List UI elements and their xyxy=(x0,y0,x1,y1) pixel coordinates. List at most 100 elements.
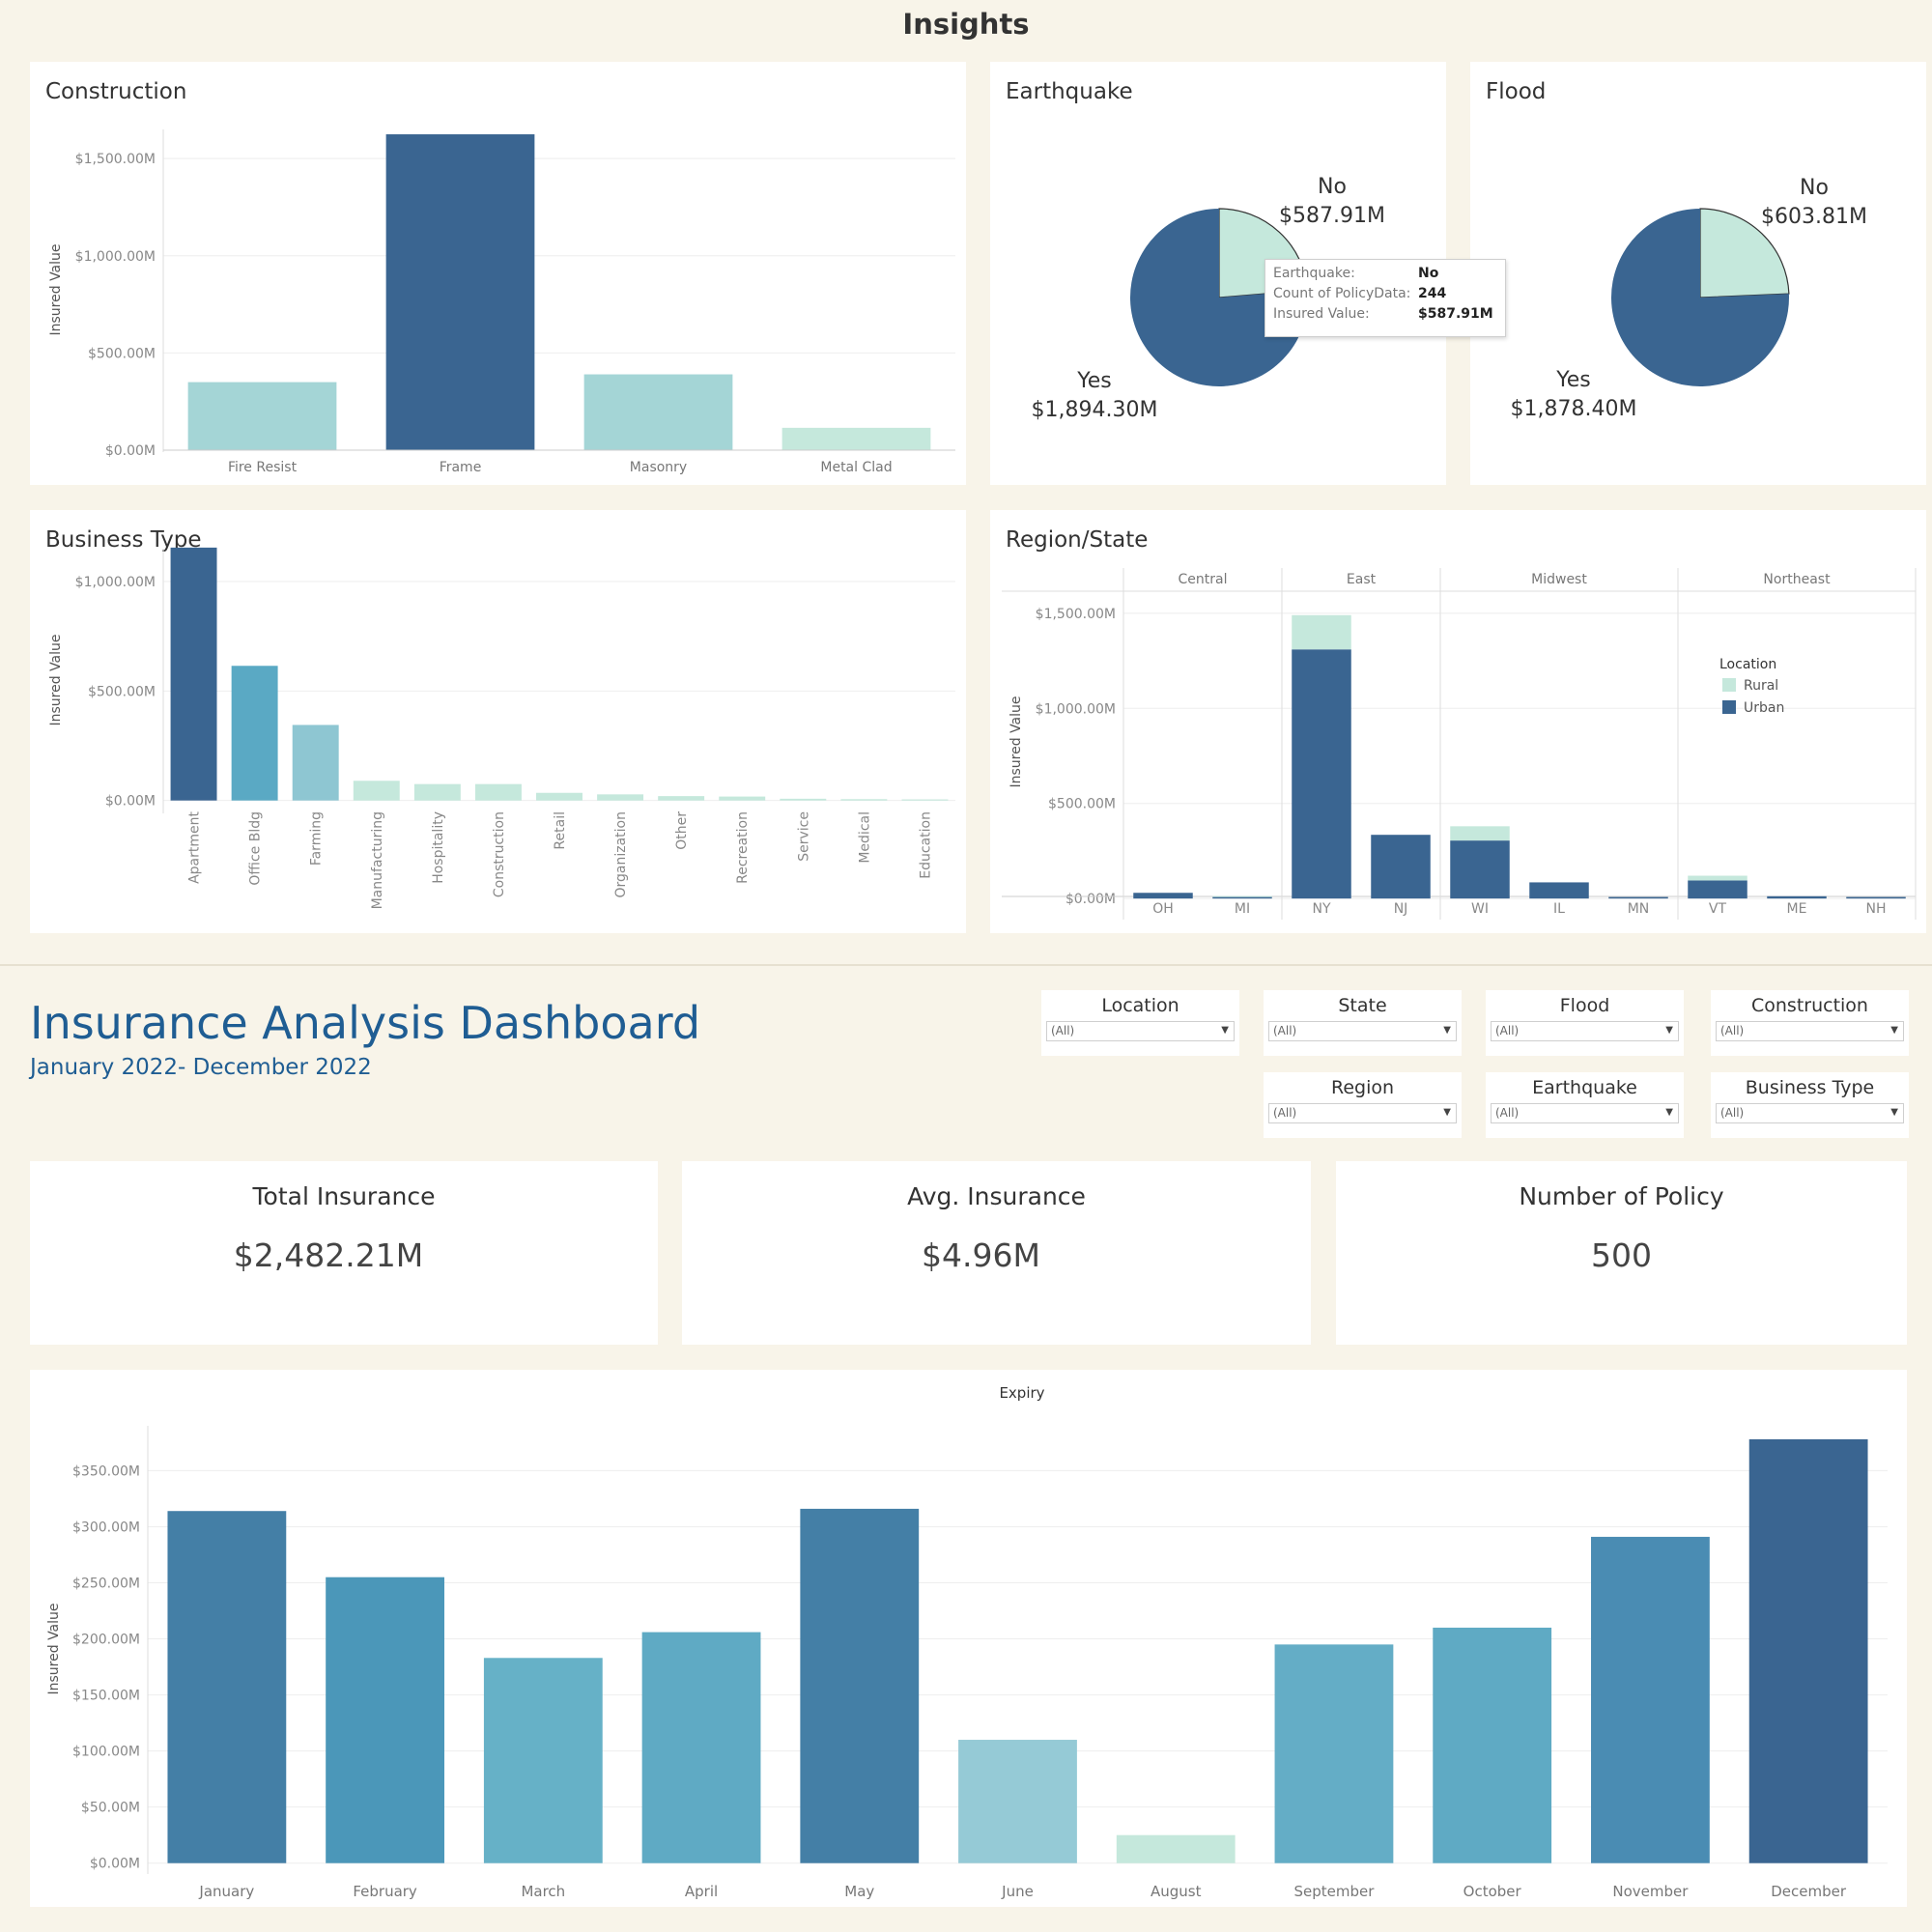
region-header: Northeast xyxy=(1763,572,1831,587)
x-tick-label: WI xyxy=(1471,901,1489,917)
y-tick-label: $1,500.00M xyxy=(75,152,156,167)
dropdown-value: (All) xyxy=(1720,1106,1745,1120)
filter-label: State xyxy=(1338,995,1387,1016)
tooltip-key: Earthquake: xyxy=(1273,266,1355,281)
bar xyxy=(1748,1438,1868,1863)
slice-value-label: $1,894.30M xyxy=(1032,398,1158,422)
slice-label: No xyxy=(1800,176,1829,200)
bar xyxy=(167,1511,287,1863)
region-state-panel: Region/State $0.00M $500.00M $1,000.00M $1,… xyxy=(990,510,1926,933)
bar xyxy=(800,1508,920,1863)
legend-label: Rural xyxy=(1744,678,1778,694)
bar xyxy=(958,1740,1077,1863)
x-tick-label: Organization xyxy=(613,811,629,898)
x-tick-label: November xyxy=(1612,1883,1689,1900)
y-axis-title: Insured Value xyxy=(1009,696,1024,787)
legend-swatch xyxy=(1722,700,1736,714)
legend-swatch xyxy=(1722,678,1736,692)
bar xyxy=(385,134,535,450)
y-tick-label: $50.00M xyxy=(81,1801,140,1816)
x-tick-label: MN xyxy=(1628,901,1650,917)
expiry-panel: Expiry $0.00M $50.00M $100.00M $150.00M $200.… xyxy=(30,1370,1907,1907)
bar xyxy=(1116,1834,1236,1863)
y-tick-label: $350.00M xyxy=(72,1463,140,1479)
y-tick-label: $500.00M xyxy=(1048,797,1116,812)
bar xyxy=(170,547,217,801)
construction-title: Construction xyxy=(45,79,187,104)
slice-label: Yes xyxy=(1555,368,1591,392)
bar-segment xyxy=(1688,875,1747,881)
kpi-label: Avg. Insurance xyxy=(907,1182,1086,1210)
tooltip-row: Earthquake: No xyxy=(1273,266,1497,286)
bar xyxy=(231,666,278,801)
earthquake-title: Earthquake xyxy=(1006,79,1133,104)
filter-region: Region (All) ▼ xyxy=(1264,1072,1462,1138)
tooltip-value: No xyxy=(1418,266,1439,281)
bar xyxy=(1274,1644,1394,1863)
region-header: East xyxy=(1347,572,1377,587)
y-tick-label: $1,500.00M xyxy=(1036,607,1116,622)
x-tick-label: Construction xyxy=(492,811,507,897)
dashboard-subtitle: January 2022- December 2022 xyxy=(30,1055,372,1080)
kpi-value: 500 xyxy=(1591,1236,1652,1274)
y-tick-label: $0.00M xyxy=(1065,892,1116,907)
bar-segment xyxy=(1608,896,1668,899)
bar xyxy=(483,1658,603,1863)
bar xyxy=(583,374,733,450)
y-axis-title: Insured Value xyxy=(46,1603,62,1694)
bar-segment xyxy=(1371,835,1431,899)
y-tick-label: $500.00M xyxy=(88,684,156,699)
expiry-chart: Expiry $0.00M $50.00M $100.00M $150.00M $200.… xyxy=(46,1384,1888,1900)
bar xyxy=(292,724,339,801)
bar-segment xyxy=(1450,826,1510,841)
state-dropdown[interactable]: (All) ▼ xyxy=(1268,1021,1457,1041)
bar-segment xyxy=(1292,649,1351,899)
x-tick-label: Frame xyxy=(440,460,482,475)
business-type-dropdown[interactable]: (All) ▼ xyxy=(1716,1103,1904,1123)
construction-dropdown[interactable]: (All) ▼ xyxy=(1716,1021,1904,1041)
filter-earthquake: Earthquake (All) ▼ xyxy=(1486,1072,1684,1138)
earthquake-dropdown[interactable]: (All) ▼ xyxy=(1491,1103,1679,1123)
filter-business-type: Business Type (All) ▼ xyxy=(1711,1072,1909,1138)
filter-state: State (All) ▼ xyxy=(1264,990,1462,1056)
y-tick-label: $100.00M xyxy=(72,1745,140,1760)
dropdown-value: (All) xyxy=(1495,1106,1520,1120)
bar-segment xyxy=(1133,893,1193,899)
y-tick-label: $0.00M xyxy=(90,1857,140,1872)
legend-label: Urban xyxy=(1744,700,1784,716)
filter-label: Location xyxy=(1101,995,1179,1016)
filter-construction: Construction (All) ▼ xyxy=(1711,990,1909,1056)
chevron-down-icon: ▼ xyxy=(1443,1025,1451,1036)
bar-segment xyxy=(1292,614,1351,650)
y-tick-label: $1,000.00M xyxy=(1036,701,1116,717)
region-dropdown[interactable]: (All) ▼ xyxy=(1268,1103,1457,1123)
dropdown-value: (All) xyxy=(1273,1106,1297,1120)
x-tick-label: Office Bldg xyxy=(248,811,264,886)
tooltip-value: $587.91M xyxy=(1418,306,1493,322)
slice-value-label: $587.91M xyxy=(1279,204,1385,228)
y-tick-label: $300.00M xyxy=(72,1520,140,1535)
flood-chart: No $603.81M Yes $1,878.40M xyxy=(1511,176,1867,421)
flood-dropdown[interactable]: (All) ▼ xyxy=(1491,1021,1679,1041)
y-tick-label: $250.00M xyxy=(72,1577,140,1592)
tooltip-row: Count of PolicyData: 244 xyxy=(1273,286,1497,306)
bar-segment xyxy=(1688,880,1747,899)
dropdown-value: (All) xyxy=(1051,1024,1075,1037)
pie-slice xyxy=(1699,208,1790,298)
bar-segment xyxy=(1846,896,1906,899)
x-tick-label: Manufacturing xyxy=(370,811,385,909)
location-dropdown[interactable]: (All) ▼ xyxy=(1046,1021,1235,1041)
kpi-total-insurance: Total Insurance $2,482.21M xyxy=(30,1161,658,1345)
x-tick-label: September xyxy=(1293,1883,1375,1900)
tooltip-value: 244 xyxy=(1418,286,1447,301)
dropdown-value: (All) xyxy=(1495,1024,1520,1037)
filter-flood: Flood (All) ▼ xyxy=(1486,990,1684,1056)
kpi-number-of-policy: Number of Policy 500 xyxy=(1336,1161,1907,1345)
filter-label: Region xyxy=(1330,1077,1395,1098)
tooltip-key: Count of PolicyData: xyxy=(1273,286,1411,301)
bar xyxy=(840,799,888,801)
bar xyxy=(901,799,949,801)
bar xyxy=(413,783,461,801)
y-tick-label: $0.00M xyxy=(105,794,156,810)
slice-label: No xyxy=(1318,175,1347,199)
